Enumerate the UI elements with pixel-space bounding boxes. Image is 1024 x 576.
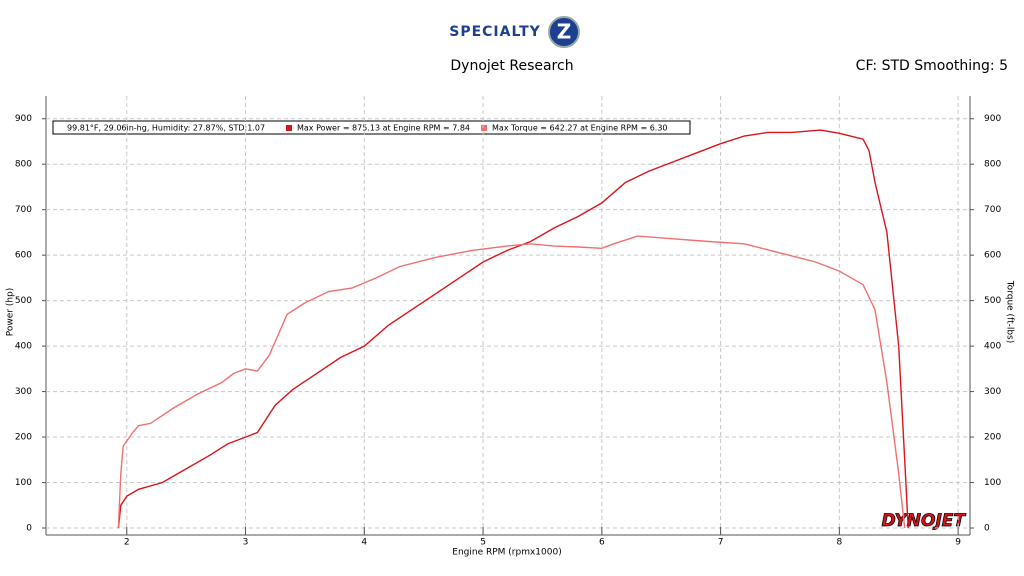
x-tick-label: 5: [480, 538, 486, 548]
series-line: [117, 235, 906, 529]
y2-axis-label: Torque (ft-lbs): [1005, 280, 1015, 344]
y-tick-label: 900: [15, 114, 32, 124]
y2-tick-label: 200: [984, 433, 1001, 443]
legend-label: Max Torque = 642.27 at Engine RPM = 6.30: [492, 124, 667, 133]
y-tick-label: 600: [15, 251, 32, 261]
x-tick-label: 4: [361, 538, 367, 548]
y2-tick-label: 300: [984, 387, 1001, 397]
x-tick-label: 8: [836, 538, 842, 548]
y-tick-label: 800: [15, 160, 32, 170]
legend-swatch: [481, 125, 488, 131]
y2-tick-label: 800: [984, 160, 1001, 170]
x-tick-label: 9: [955, 538, 961, 548]
x-tick-label: 3: [243, 538, 249, 548]
x-tick-label: 6: [599, 538, 605, 548]
chart-subtitle: CF: STD Smoothing: 5: [856, 58, 1008, 74]
y2-tick-label: 600: [984, 251, 1001, 261]
logo-mark: Z: [557, 20, 572, 44]
y-tick-label: 100: [15, 478, 32, 488]
x-tick-label: 7: [718, 538, 724, 548]
legend-box: [52, 120, 691, 135]
x-axis-label: Engine RPM (rpmx1000): [452, 548, 561, 558]
legend-label: Max Power = 875.13 at Engine RPM = 7.84: [297, 124, 470, 133]
y-axis-label: Power (hp): [6, 288, 16, 337]
y2-tick-label: 900: [984, 114, 1001, 124]
y-tick-label: 700: [15, 205, 32, 215]
y2-tick-label: 400: [984, 342, 1001, 352]
y-tick-label: 400: [15, 342, 32, 352]
chart-title: Dynojet Research: [450, 58, 573, 74]
y-tick-label: 200: [15, 433, 32, 443]
y2-tick-label: 500: [984, 296, 1001, 306]
logo-brand: SPECIALTY: [449, 24, 541, 40]
y-tick-label: 0: [26, 524, 32, 534]
series-line: [117, 129, 909, 529]
y2-tick-label: 700: [984, 205, 1001, 215]
legend-swatch: [286, 125, 292, 131]
logo-badge: [548, 16, 580, 48]
y-tick-label: 300: [15, 387, 32, 397]
y2-tick-label: 100: [984, 478, 1001, 488]
legend: 99.81°F, 29.06in-hg, Humidity: 27.87%, S…: [52, 120, 691, 135]
x-tick-label: 2: [124, 538, 130, 548]
legend-conditions: 99.81°F, 29.06in-hg, Humidity: 27.87%, S…: [67, 124, 265, 133]
y2-tick-label: 0: [984, 524, 990, 534]
watermark: DYNOJET: [882, 511, 967, 531]
y-tick-label: 500: [15, 296, 32, 306]
